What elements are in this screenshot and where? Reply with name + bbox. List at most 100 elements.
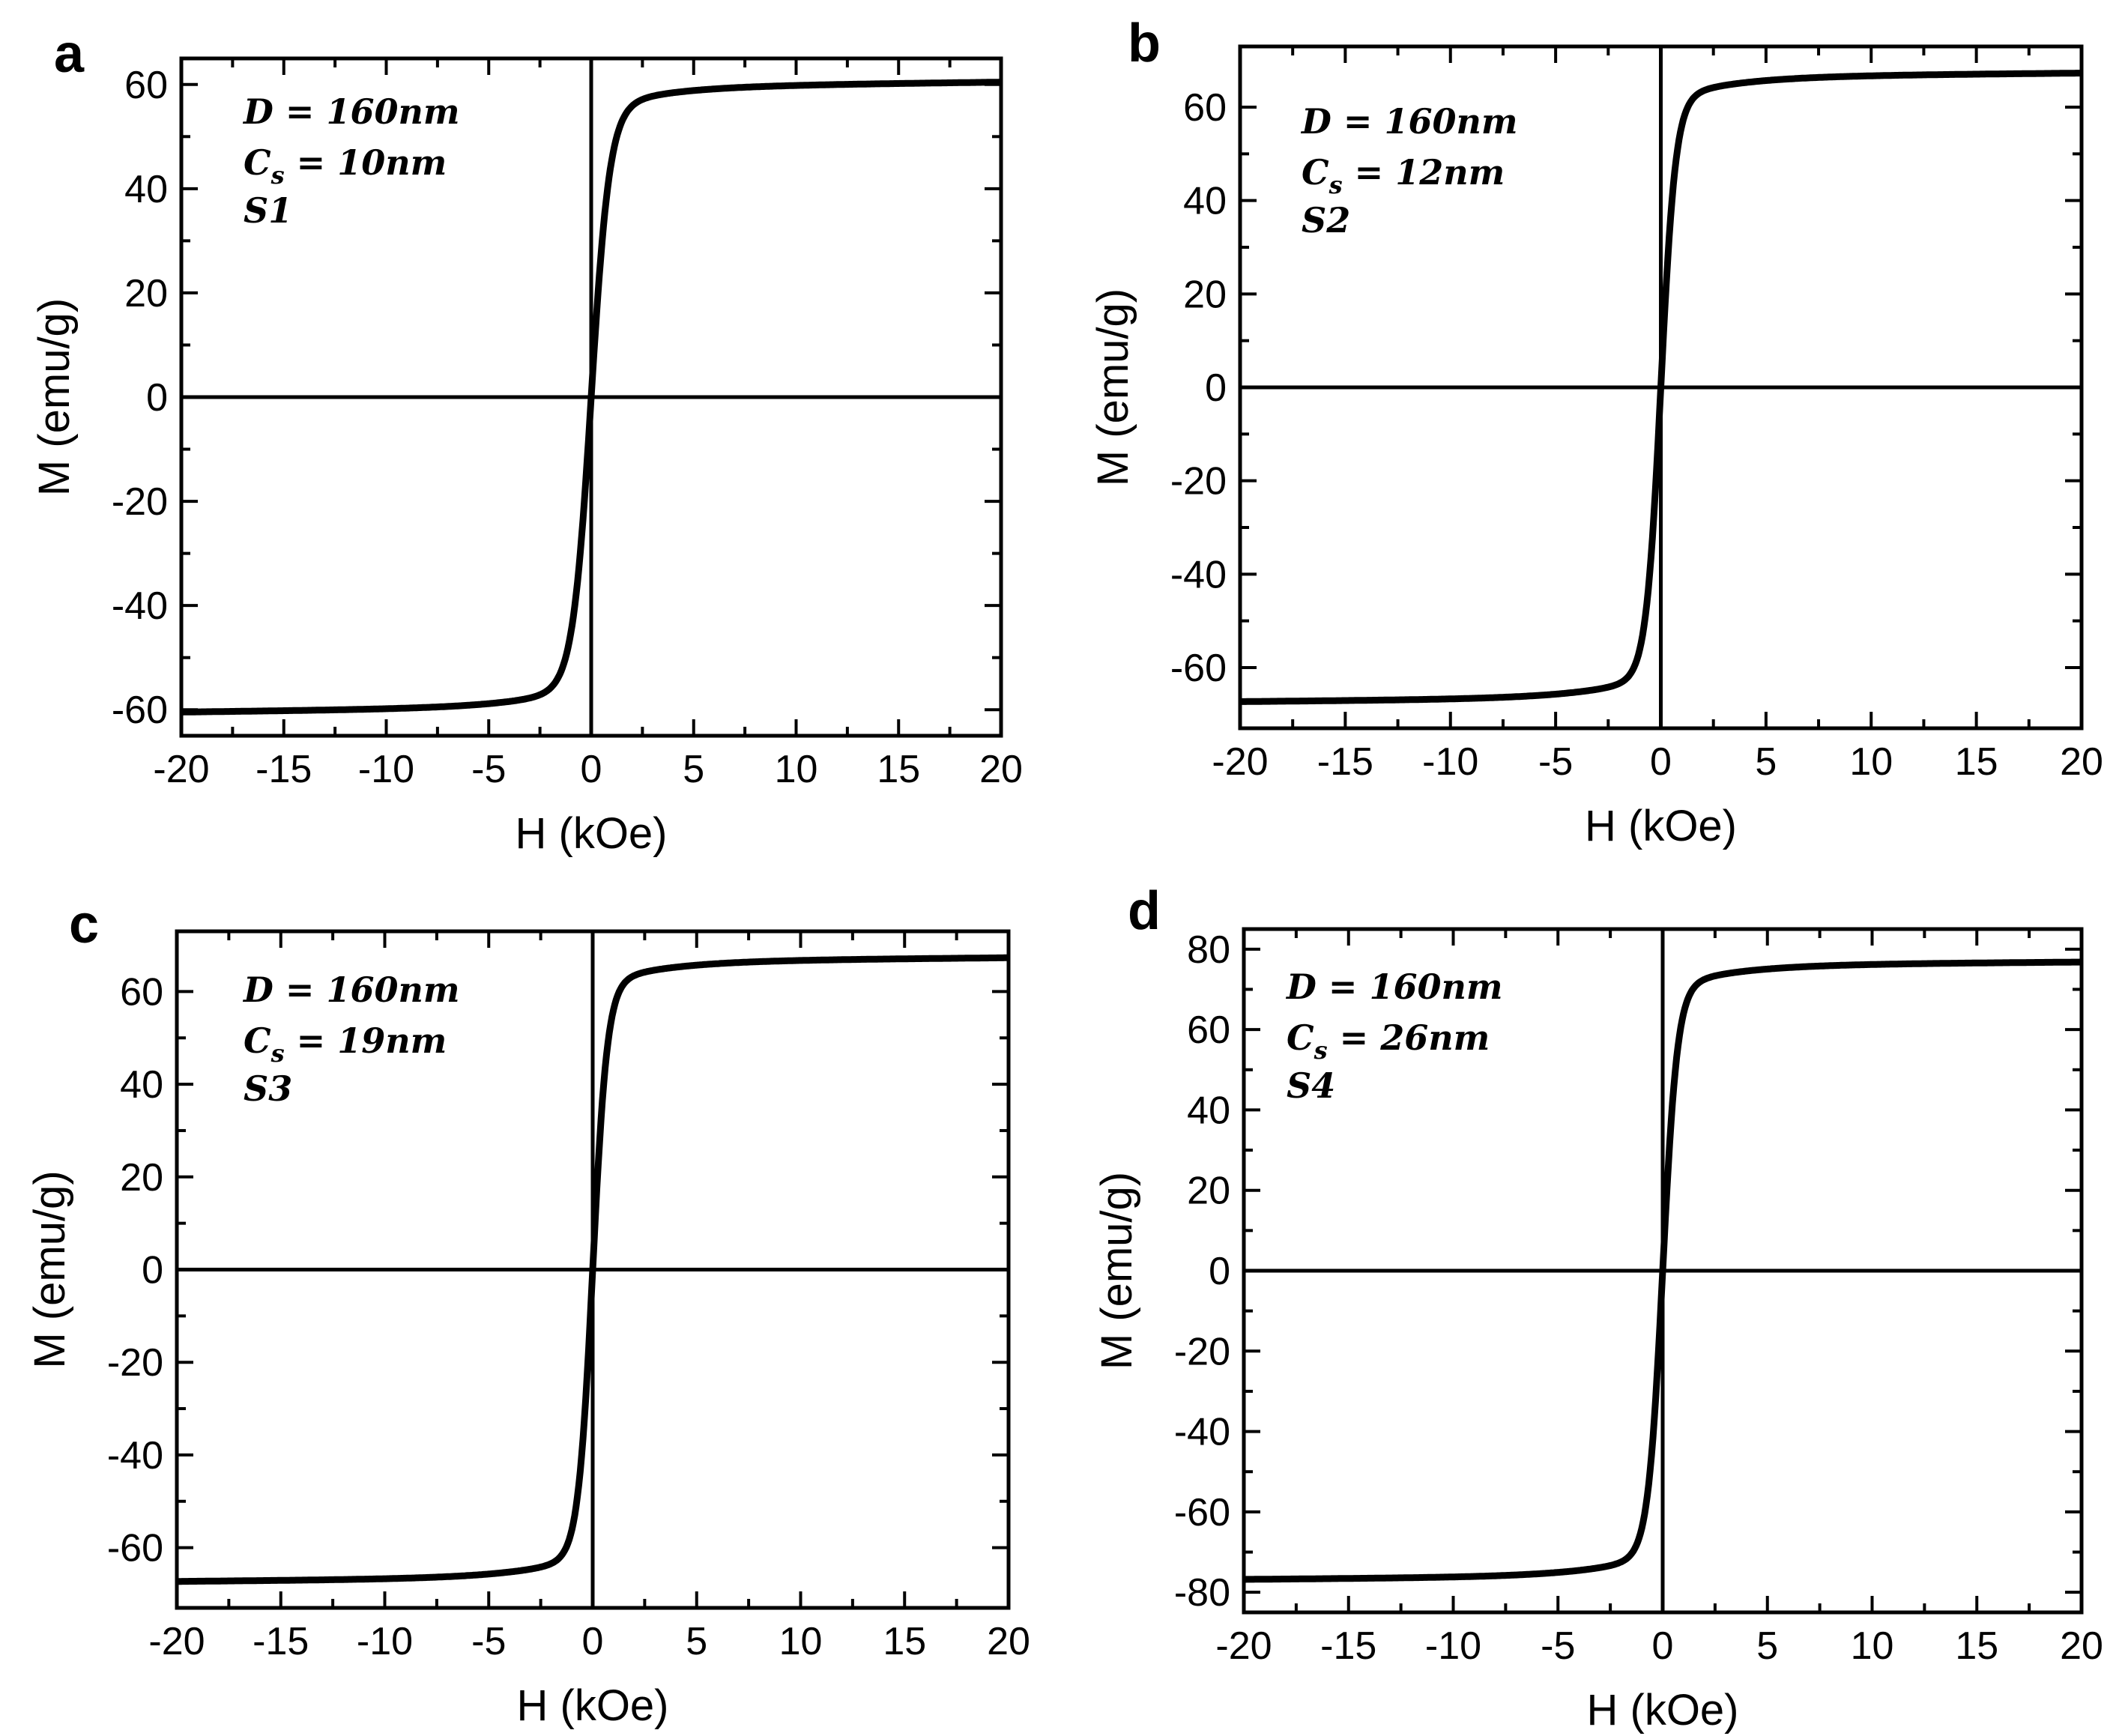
panel-label-a: a (54, 24, 85, 84)
x-tick-label: 15 (1955, 1624, 1998, 1668)
y-tick-label: -20 (112, 480, 168, 524)
annot-d-value: 160nm (326, 970, 459, 1010)
x-tick-label: -5 (471, 748, 506, 791)
x-tick-label: 10 (1849, 740, 1893, 784)
x-tick-label: -5 (1541, 1624, 1575, 1668)
x-tick-label: 5 (686, 1620, 707, 1663)
annot-eq: = (273, 970, 327, 1010)
y-tick-label: 60 (124, 64, 168, 107)
y-tick-label: 0 (146, 376, 168, 420)
x-tick-label: -15 (1320, 1624, 1376, 1668)
y-tick-label: -20 (1174, 1330, 1230, 1373)
annotation-sample: S1 (244, 190, 292, 231)
annot-c-value: 10nm (337, 142, 447, 183)
annot-c-sub: s (270, 1039, 285, 1068)
series-line-S2 (1238, 70, 2084, 705)
x-tick-label: 15 (883, 1620, 926, 1663)
annot-eq: = (1343, 152, 1396, 193)
x-tick-label: -10 (1425, 1624, 1481, 1668)
annot-d-value: 160nm (326, 91, 459, 132)
y-tick-label: -20 (1170, 460, 1227, 503)
x-axis-title: H (kOe) (516, 809, 668, 858)
y-tick-label: 60 (1187, 1008, 1230, 1052)
y-tick-label: -60 (1170, 647, 1227, 690)
y-tick-label: -40 (1174, 1411, 1230, 1454)
annot-d-label: D (1300, 101, 1331, 142)
y-tick-label: -40 (1170, 553, 1227, 596)
y-tick-label: -40 (112, 584, 168, 628)
annotation-shell: Cs = 26nm (1287, 1017, 1490, 1065)
annot-c-sub: s (1329, 171, 1343, 199)
y-axis-title: M (emu/g) (1089, 288, 1137, 486)
x-tick-label: 20 (2060, 1624, 2103, 1668)
y-tick-label: -40 (107, 1434, 163, 1478)
x-tick-label: 20 (979, 748, 1023, 791)
annotation-diameter: D = 160nm (242, 91, 460, 132)
annot-c-label: C (1302, 152, 1329, 193)
annot-eq: = (285, 142, 338, 183)
x-axis-title: H (kOe) (517, 1681, 669, 1730)
annot-c-sub: s (1314, 1036, 1328, 1065)
annotation-sample: S4 (1287, 1065, 1335, 1106)
x-tick-label: -10 (1422, 740, 1478, 784)
y-tick-label: -80 (1174, 1571, 1230, 1615)
x-tick-label: 5 (1756, 1624, 1778, 1668)
y-tick-label: 60 (1183, 86, 1227, 130)
annot-eq: = (1331, 101, 1385, 142)
x-tick-label: -15 (253, 1620, 309, 1663)
annot-eq: = (273, 91, 327, 132)
panel-a: -20 -15 -10 -5 0 5 10 15 20 -60 -40 -20 0 20 40 60 H (kO… (30, 56, 1023, 858)
x-tick-label: -10 (358, 748, 414, 791)
panel-d: -20 -15 -10 -5 0 5 10 15 20 -80 -60 -40 -20 0 20 40 60 80… (1092, 927, 2103, 1735)
y-tick-label: 60 (120, 970, 163, 1014)
y-tick-label: 20 (1183, 273, 1227, 316)
annot-c-value: 12nm (1395, 152, 1505, 193)
annotation-diameter: D = 160nm (1300, 101, 1518, 142)
series-line-S3 (175, 954, 1011, 1585)
annot-c-label: C (244, 142, 271, 183)
y-tick-label: -60 (1174, 1491, 1230, 1534)
y-tick-label: 0 (1205, 366, 1227, 410)
x-tick-label: -10 (357, 1620, 413, 1663)
x-axis-title: H (kOe) (1585, 802, 1737, 850)
annot-d-label: D (242, 91, 273, 132)
x-tick-label: 5 (1755, 740, 1777, 784)
x-tick-label: 15 (877, 748, 920, 791)
x-tick-label: -20 (1212, 740, 1268, 784)
x-tick-label: -15 (1317, 740, 1373, 784)
annot-c-value: 19nm (337, 1020, 447, 1061)
y-tick-label: 40 (124, 168, 168, 211)
series-line-S4 (1242, 958, 2084, 1583)
y-axis-title: M (emu/g) (30, 298, 79, 496)
y-tick-label: 0 (1209, 1250, 1230, 1293)
series-line-S1 (179, 79, 1003, 716)
annot-c-label: C (1287, 1017, 1314, 1058)
x-tick-label: -5 (1538, 740, 1573, 784)
y-tick-label: 0 (142, 1249, 163, 1292)
annot-d-label: D (242, 970, 273, 1010)
x-axis-title: H (kOe) (1587, 1686, 1739, 1735)
y-tick-label: 40 (1187, 1089, 1230, 1132)
x-tick-label: 0 (581, 748, 602, 791)
x-tick-label: -20 (153, 748, 209, 791)
annotation-shell: Cs = 10nm (244, 142, 447, 190)
y-tick-label: 40 (120, 1063, 163, 1107)
y-tick-label: 20 (120, 1156, 163, 1200)
x-tick-label: 10 (1851, 1624, 1894, 1668)
x-tick-label: -20 (1215, 1624, 1272, 1668)
x-tick-label: -5 (471, 1620, 506, 1663)
panel-label-c: c (69, 895, 100, 955)
annotation-sample: S2 (1302, 200, 1350, 241)
y-tick-label: 80 (1187, 928, 1230, 972)
x-tick-label: 0 (582, 1620, 604, 1663)
x-tick-label: 20 (987, 1620, 1030, 1663)
x-tick-label: 10 (779, 1620, 823, 1663)
annot-c-label: C (244, 1020, 271, 1061)
x-tick-label: -20 (148, 1620, 205, 1663)
y-tick-label: -60 (112, 689, 168, 732)
x-tick-label: 5 (683, 748, 704, 791)
x-tick-label: 15 (1955, 740, 1998, 784)
panel-c: -20 -15 -10 -5 0 5 10 15 20 -60 -40 -20 0 20 40 60 H (kO… (25, 929, 1030, 1730)
panel-b: -20 -15 -10 -5 0 5 10 15 20 -60 -40 -20 0 20 40 60 H (kO… (1089, 44, 2103, 850)
